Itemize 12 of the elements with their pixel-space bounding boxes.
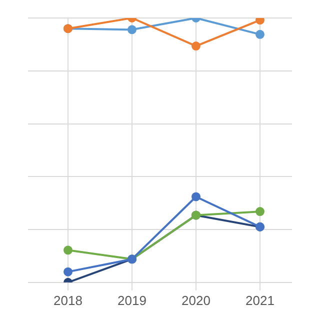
- point: [192, 192, 200, 202]
- point: [256, 207, 264, 216]
- point: [64, 246, 72, 255]
- point: [256, 30, 264, 39]
- x-tick-label: 2018: [54, 292, 82, 308]
- x-tick-label: 2021: [246, 292, 274, 308]
- x-tick-label: 2019: [118, 292, 146, 308]
- point: [256, 18, 264, 25]
- point: [128, 25, 136, 34]
- point: [64, 267, 72, 276]
- x-tick-label: 2020: [182, 292, 210, 308]
- point: [192, 42, 200, 51]
